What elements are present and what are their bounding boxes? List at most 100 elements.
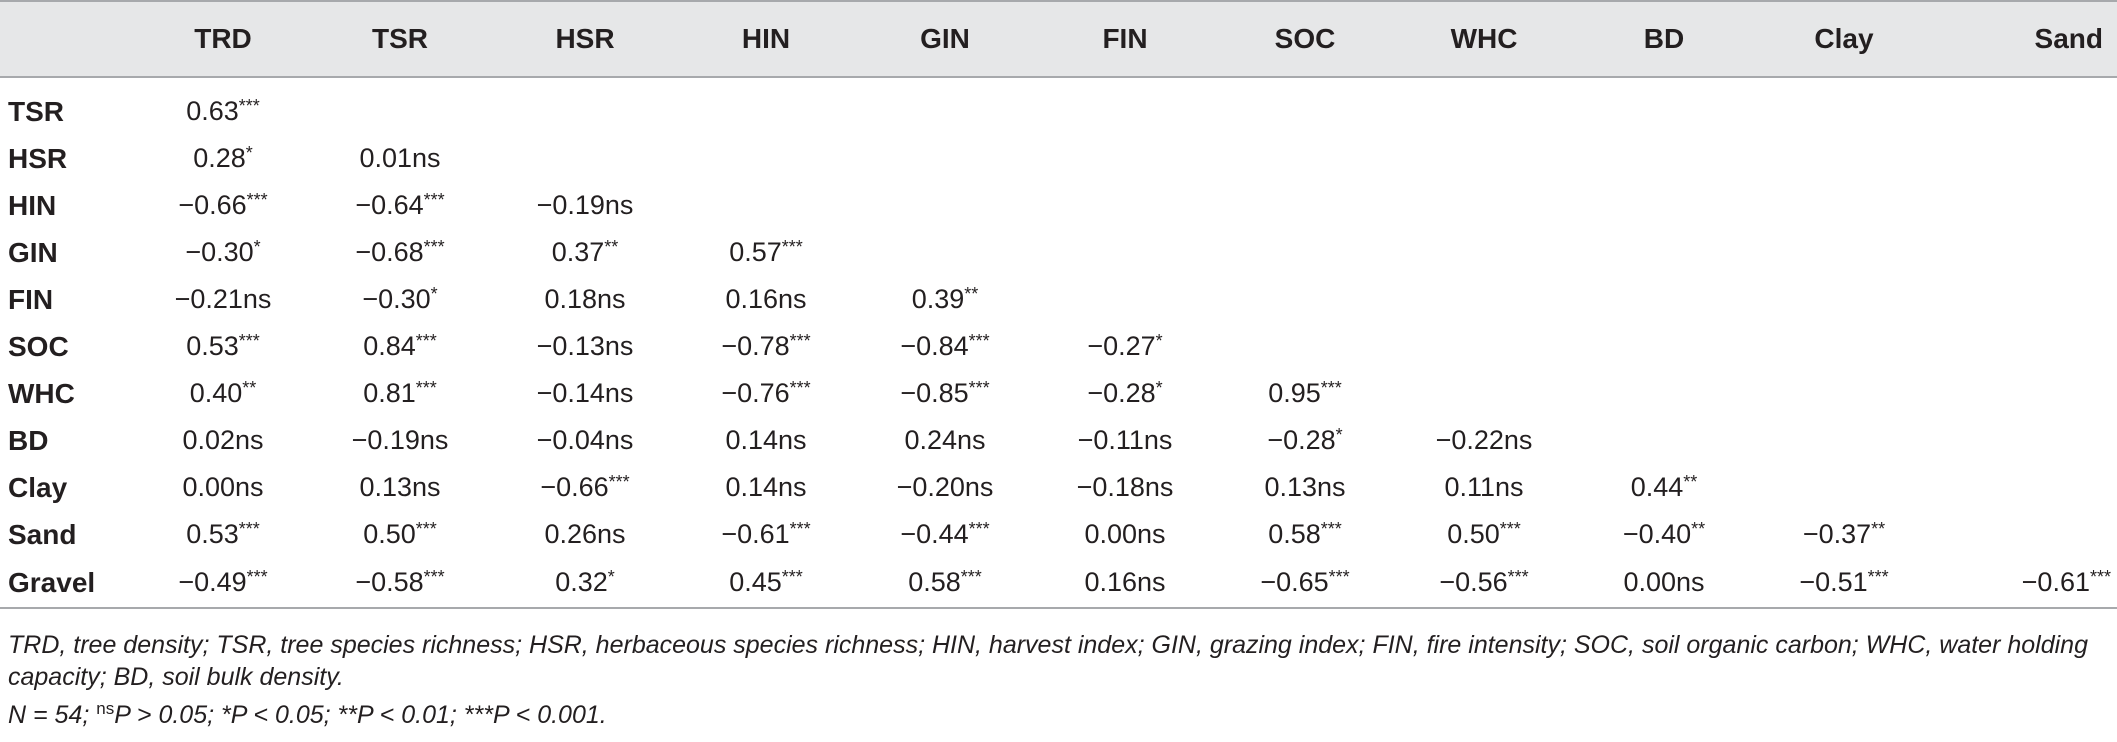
correlation-value: −0.11ns bbox=[1077, 425, 1173, 455]
column-header: Clay bbox=[1754, 0, 1934, 78]
significance-stars: *** bbox=[1499, 519, 1521, 539]
correlation-value: 0.00ns bbox=[182, 472, 264, 502]
correlation-cell bbox=[494, 77, 676, 135]
correlation-value: 0.16ns bbox=[725, 284, 807, 314]
correlation-cell: −0.66*** bbox=[140, 182, 306, 229]
column-header: WHC bbox=[1394, 0, 1574, 78]
correlation-value: 0.14ns bbox=[725, 472, 807, 502]
correlation-value: 0.53 bbox=[186, 331, 239, 361]
correlation-value: −0.22ns bbox=[1435, 425, 1533, 455]
correlation-value: −0.37 bbox=[1802, 519, 1872, 549]
correlation-cell: 0.02ns bbox=[140, 417, 306, 464]
significance-stars: *** bbox=[238, 331, 260, 351]
correlation-cell: −0.04ns bbox=[494, 417, 676, 464]
correlation-cell: −0.85*** bbox=[856, 370, 1034, 417]
correlation-cell bbox=[1394, 370, 1574, 417]
correlation-cell bbox=[1934, 323, 2117, 370]
correlation-cell: −0.44*** bbox=[856, 511, 1034, 558]
ns-superscript: ns bbox=[96, 699, 115, 718]
correlation-cell: −0.14ns bbox=[494, 370, 676, 417]
row-header: GIN bbox=[8, 236, 58, 268]
table-row: GIN −0.30* −0.68*** 0.37** 0.57*** bbox=[0, 229, 2117, 276]
correlation-cell bbox=[1216, 229, 1394, 276]
correlation-value: −0.68 bbox=[355, 237, 424, 267]
correlation-cell bbox=[1574, 135, 1754, 182]
correlation-cell: −0.27* bbox=[1034, 323, 1216, 370]
significance-levels-text: P > 0.05; *P < 0.05; **P < 0.01; ***P < … bbox=[114, 701, 607, 729]
correlation-cell: 0.16ns bbox=[676, 276, 856, 323]
correlation-cell: 0.00ns bbox=[1574, 558, 1754, 609]
correlation-cell bbox=[1934, 229, 2117, 276]
row-header: WHC bbox=[8, 377, 75, 409]
table-row: FIN −0.21ns −0.30* 0.18ns 0.16ns 0.39** bbox=[0, 276, 2117, 323]
correlation-cell: 0.84*** bbox=[306, 323, 494, 370]
significance-stars: * bbox=[253, 237, 261, 257]
correlation-cell bbox=[856, 182, 1034, 229]
correlation-cell: 0.58*** bbox=[1216, 511, 1394, 558]
table-row: BD 0.02ns −0.19ns −0.04ns 0.14ns 0.24ns −0.11n… bbox=[0, 417, 2117, 464]
significance-stars: *** bbox=[968, 378, 990, 398]
correlation-cell: 0.53*** bbox=[140, 511, 306, 558]
correlation-value: −0.66 bbox=[540, 472, 609, 502]
significance-stars: *** bbox=[789, 519, 811, 539]
table-row: SOC 0.53*** 0.84*** −0.13ns −0.78*** −0.84***… bbox=[0, 323, 2117, 370]
correlation-cell bbox=[1754, 370, 1934, 417]
correlation-cell bbox=[1394, 182, 1574, 229]
significance-stars: ** bbox=[964, 284, 979, 304]
correlation-cell: −0.30* bbox=[306, 276, 494, 323]
correlation-cell bbox=[1754, 182, 1934, 229]
table-header-row: TRD TSR HSR HIN GIN FIN SOC WHC BD Clay … bbox=[0, 0, 2117, 78]
significance-stars: *** bbox=[608, 472, 630, 492]
table-row: HIN −0.66*** −0.64*** −0.19ns bbox=[0, 182, 2117, 229]
correlation-cell bbox=[1574, 182, 1754, 229]
row-header: FIN bbox=[8, 283, 54, 315]
significance-stars: ** bbox=[604, 237, 619, 257]
correlation-value: −0.58 bbox=[355, 567, 424, 597]
significance-stars: *** bbox=[789, 378, 811, 398]
correlation-value: −0.78 bbox=[721, 331, 790, 361]
correlation-value: 0.14ns bbox=[725, 425, 807, 455]
correlation-value: −0.66 bbox=[178, 190, 247, 220]
correlation-value: 0.32 bbox=[555, 567, 608, 597]
correlation-table: TRD TSR HSR HIN GIN FIN SOC WHC BD Clay … bbox=[0, 0, 2117, 609]
significance-stars: *** bbox=[1320, 519, 1342, 539]
correlation-value: −0.40 bbox=[1622, 519, 1692, 549]
correlation-cell: 0.13ns bbox=[1216, 464, 1394, 511]
correlation-value: 0.13ns bbox=[1264, 472, 1346, 502]
correlation-value: −0.27 bbox=[1087, 331, 1156, 361]
correlation-cell bbox=[676, 135, 856, 182]
correlation-value: −0.56 bbox=[1439, 567, 1508, 597]
correlation-cell bbox=[1934, 135, 2117, 182]
column-header: FIN bbox=[1034, 0, 1216, 78]
significance-stars: *** bbox=[2089, 567, 2111, 587]
correlation-cell: 0.32* bbox=[494, 558, 676, 609]
abbreviations-footnote: TRD, tree density; TSR, tree species ric… bbox=[8, 631, 2088, 691]
correlation-value: 0.44 bbox=[1630, 472, 1684, 502]
correlation-cell: 0.37** bbox=[494, 229, 676, 276]
correlation-value: −0.65 bbox=[1260, 567, 1329, 597]
correlation-cell bbox=[1216, 182, 1394, 229]
correlation-cell bbox=[1574, 323, 1754, 370]
row-header: HIN bbox=[8, 189, 57, 221]
column-header: SOC bbox=[1216, 0, 1394, 78]
correlation-cell: −0.28* bbox=[1034, 370, 1216, 417]
correlation-cell: 0.14ns bbox=[676, 464, 856, 511]
column-header: GIN bbox=[856, 0, 1034, 78]
correlation-value: 0.81 bbox=[363, 378, 416, 408]
correlation-cell bbox=[1034, 276, 1216, 323]
correlation-value: −0.84 bbox=[900, 331, 969, 361]
significance-stars: *** bbox=[423, 237, 445, 257]
significance-stars: ** bbox=[1691, 519, 1706, 539]
correlation-value: 0.45 bbox=[729, 567, 782, 597]
row-header: Sand bbox=[8, 518, 77, 550]
significance-footnote: N = 54; nsP > 0.05; *P < 0.05; **P < 0.0… bbox=[8, 693, 2108, 731]
correlation-cell: −0.76*** bbox=[676, 370, 856, 417]
correlation-cell: −0.40** bbox=[1574, 511, 1754, 558]
correlation-cell: −0.58*** bbox=[306, 558, 494, 609]
correlation-cell: 0.50*** bbox=[306, 511, 494, 558]
column-header: Sand bbox=[1934, 0, 2117, 78]
table-body: TSR 0.63*** HSR 0.28* 0.01ns HIN −0.66*** −0.64… bbox=[0, 77, 2117, 609]
significance-stars: *** bbox=[781, 567, 803, 587]
significance-stars: *** bbox=[789, 331, 811, 351]
correlation-value: 0.26ns bbox=[544, 519, 626, 549]
